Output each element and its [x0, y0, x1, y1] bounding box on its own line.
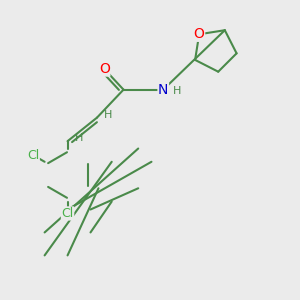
Text: Cl: Cl	[61, 207, 74, 220]
Text: H: H	[173, 86, 181, 96]
Text: O: O	[194, 27, 205, 41]
Text: O: O	[99, 62, 110, 76]
Text: Cl: Cl	[27, 149, 39, 162]
Text: N: N	[158, 82, 168, 97]
Text: H: H	[75, 133, 83, 143]
Text: H: H	[104, 110, 113, 120]
